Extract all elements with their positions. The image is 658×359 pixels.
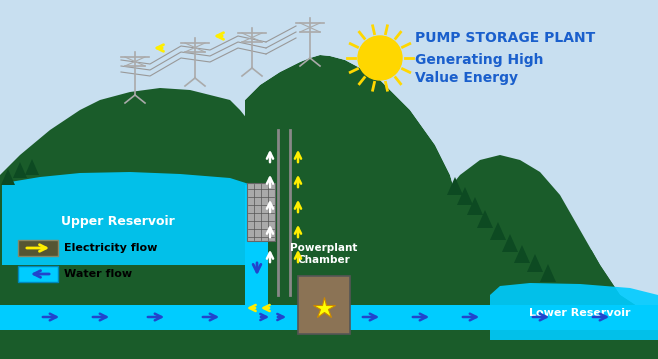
Polygon shape bbox=[467, 197, 483, 215]
Text: PUMP STORAGE PLANT: PUMP STORAGE PLANT bbox=[415, 31, 595, 45]
Bar bbox=[18, 240, 58, 256]
Polygon shape bbox=[1, 169, 15, 185]
Polygon shape bbox=[490, 222, 506, 240]
Text: Value Energy: Value Energy bbox=[415, 71, 518, 85]
Bar bbox=[247, 183, 275, 241]
Circle shape bbox=[358, 36, 402, 80]
Bar bbox=[18, 266, 58, 282]
Polygon shape bbox=[2, 172, 252, 265]
Polygon shape bbox=[457, 187, 473, 205]
Polygon shape bbox=[245, 55, 470, 359]
Text: Water flow: Water flow bbox=[64, 269, 132, 279]
Text: Electricity flow: Electricity flow bbox=[64, 243, 157, 253]
Bar bbox=[310, 305, 658, 330]
Polygon shape bbox=[490, 283, 658, 340]
Polygon shape bbox=[245, 0, 658, 250]
Polygon shape bbox=[13, 162, 27, 178]
Polygon shape bbox=[477, 210, 493, 228]
Polygon shape bbox=[527, 254, 543, 272]
Polygon shape bbox=[447, 177, 463, 195]
Bar bbox=[245, 260, 268, 315]
Polygon shape bbox=[502, 234, 518, 252]
Polygon shape bbox=[540, 264, 556, 282]
Bar bbox=[0, 305, 310, 330]
Polygon shape bbox=[440, 155, 658, 359]
Text: Lower Reservoir: Lower Reservoir bbox=[529, 308, 631, 318]
Text: Powerplant
Chamber: Powerplant Chamber bbox=[290, 243, 358, 265]
Polygon shape bbox=[0, 88, 255, 359]
Polygon shape bbox=[514, 245, 530, 263]
Polygon shape bbox=[25, 159, 39, 175]
Bar bbox=[245, 185, 268, 305]
Text: Generating High: Generating High bbox=[415, 53, 544, 67]
Text: Upper Reservoir: Upper Reservoir bbox=[61, 215, 175, 228]
Polygon shape bbox=[440, 155, 658, 359]
Bar bbox=[298, 276, 350, 334]
